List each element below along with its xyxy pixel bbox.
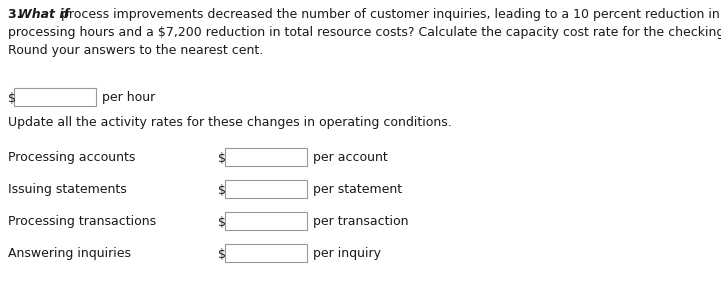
Text: per hour: per hour <box>102 92 155 104</box>
Text: What if: What if <box>18 8 69 21</box>
Text: processing hours and a $7,200 reduction in total resource costs? Calculate the c: processing hours and a $7,200 reduction … <box>8 26 721 39</box>
Text: $: $ <box>218 247 226 261</box>
Text: Processing accounts: Processing accounts <box>8 152 136 164</box>
FancyBboxPatch shape <box>225 212 307 230</box>
Text: $: $ <box>8 92 16 104</box>
Text: $: $ <box>218 215 226 229</box>
FancyBboxPatch shape <box>225 180 307 198</box>
Text: per transaction: per transaction <box>313 215 409 229</box>
Text: $: $ <box>218 152 226 164</box>
FancyBboxPatch shape <box>14 88 96 106</box>
Text: $: $ <box>218 184 226 196</box>
Text: process improvements decreased the number of customer inquiries, leading to a 10: process improvements decreased the numbe… <box>57 8 721 21</box>
FancyBboxPatch shape <box>225 148 307 166</box>
Text: per account: per account <box>313 152 388 164</box>
Text: Answering inquiries: Answering inquiries <box>8 247 131 261</box>
Text: per inquiry: per inquiry <box>313 247 381 261</box>
Text: 3.: 3. <box>8 8 26 21</box>
Text: Update all the activity rates for these changes in operating conditions.: Update all the activity rates for these … <box>8 116 452 129</box>
Text: Processing transactions: Processing transactions <box>8 215 156 229</box>
Text: per statement: per statement <box>313 184 402 196</box>
FancyBboxPatch shape <box>225 244 307 262</box>
Text: Round your answers to the nearest cent.: Round your answers to the nearest cent. <box>8 44 263 57</box>
Text: Issuing statements: Issuing statements <box>8 184 127 196</box>
